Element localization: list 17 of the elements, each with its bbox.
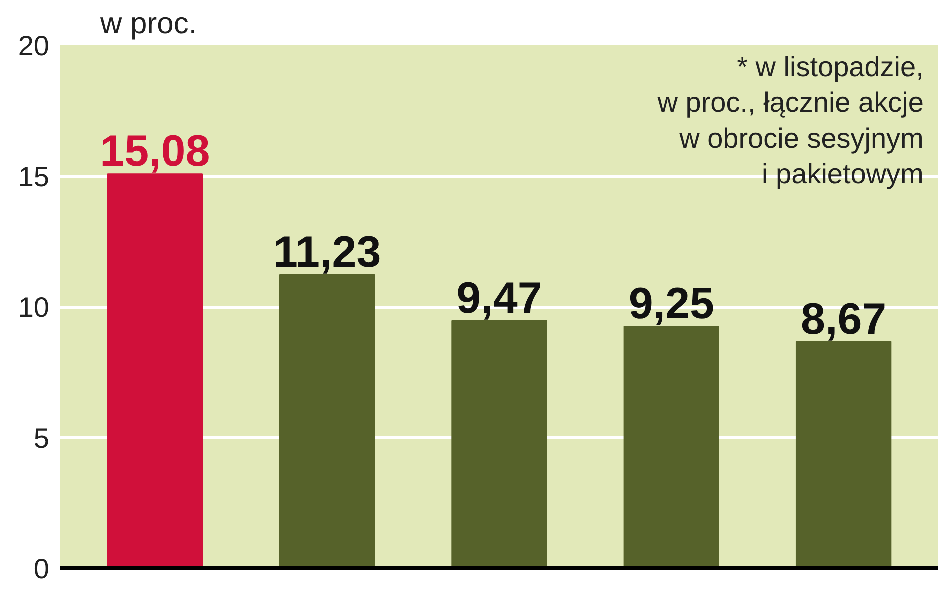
data-label: 9,25 [628,280,714,329]
bar [280,274,376,568]
y-tick-label: 5 [34,422,50,454]
bar [624,326,720,568]
bar [107,174,204,568]
bar [796,341,892,568]
data-label: 9,47 [456,274,542,323]
y-tick-label: 20 [18,30,50,62]
y-tick-label: 15 [18,161,50,192]
chart-title: w proc. [100,8,198,40]
data-label: 8,67 [800,294,887,344]
y-tick-label: 10 [18,292,50,323]
data-label: 15,08 [100,127,210,176]
annotation: * w listopadzie, w proc., łącznie akcje w obrocie sesyjnym i pakietowym [656,52,924,190]
bar [452,320,548,568]
y-tick-label: 0 [34,554,50,584]
data-label: 11,23 [274,228,382,277]
